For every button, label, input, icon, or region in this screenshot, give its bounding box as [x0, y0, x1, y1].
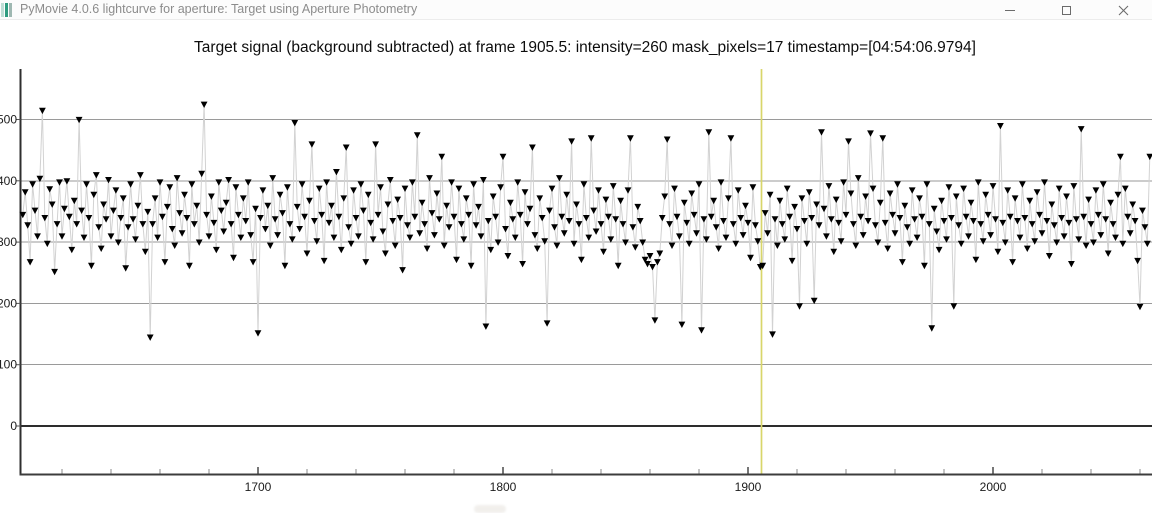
- chart-title: Target signal (background subtracted) at…: [194, 39, 976, 56]
- close-button[interactable]: [1095, 0, 1152, 20]
- minimize-icon: [1004, 9, 1015, 11]
- x-tick-label: 1900: [735, 480, 762, 494]
- title-bar: PyMovie 4.0.6 lightcurve for aperture: T…: [0, 0, 1152, 20]
- x-tick-label: 1700: [245, 480, 272, 494]
- x-tick-label: 2000: [980, 480, 1007, 494]
- y-tick-label: 0: [10, 419, 17, 433]
- clipped-axis-title-artifact: [474, 505, 506, 513]
- window-title: PyMovie 4.0.6 lightcurve for aperture: T…: [20, 2, 418, 16]
- y-axis: 0 100 200 300 400 500: [0, 113, 21, 433]
- maximize-icon: [1062, 5, 1071, 15]
- pymovie-app-icon: [0, 3, 13, 17]
- y-tick-label: 500: [0, 113, 17, 127]
- x-axis: 1700 1800 1900 2000: [61, 467, 1141, 494]
- lightcurve-markers: [19, 101, 1152, 341]
- y-tick-label: 100: [0, 358, 17, 372]
- window-controls: [981, 0, 1152, 20]
- x-tick-label: 1800: [490, 480, 517, 494]
- y-tick-label: 400: [0, 174, 17, 188]
- y-tick-label: 200: [0, 296, 17, 310]
- y-tick-label: 300: [0, 235, 17, 249]
- maximize-button[interactable]: [1038, 0, 1095, 20]
- minimize-button[interactable]: [981, 0, 1038, 20]
- close-icon: [1118, 5, 1129, 15]
- plot-spines: [19, 69, 1152, 476]
- y-gridlines: [20, 119, 1152, 427]
